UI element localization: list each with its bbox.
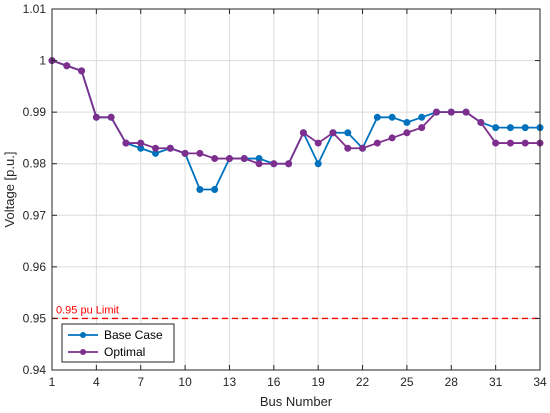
data-point-optimal (92, 113, 100, 121)
y-tick-label: 0.98 (23, 157, 47, 171)
data-point-base-case (196, 186, 204, 193)
data-point-optimal (122, 139, 130, 147)
data-point-optimal (462, 108, 470, 116)
data-point-base-case (373, 113, 381, 121)
data-point-base-case (403, 118, 411, 126)
reference-line-label: 0.95 pu Limit (56, 304, 119, 316)
series-group (48, 57, 544, 193)
data-point-optimal (477, 118, 485, 126)
data-point-optimal (211, 155, 219, 163)
y-axis-label: Voltage [p.u.] (2, 152, 17, 228)
data-point-optimal (432, 108, 440, 116)
series-line-optimal (51, 59, 540, 165)
y-tick-label: 0.97 (23, 208, 47, 222)
ticks: 1 4 7 10 13 16 19 22 25 28 31 34 0.94 0.95 0.96 0.97 0.9… (23, 2, 547, 389)
legend-label-base-case: Base Case (104, 328, 163, 342)
data-point-optimal (388, 134, 396, 142)
data-point-optimal (137, 139, 145, 147)
data-point-optimal (63, 62, 71, 70)
x-tick-label: 13 (223, 375, 237, 389)
data-point-base-case (506, 124, 514, 132)
data-point-base-case (492, 124, 500, 132)
data-point-optimal (166, 144, 174, 152)
data-point-optimal (285, 160, 293, 168)
x-tick-label: 28 (445, 375, 459, 389)
y-tick-label: 0.96 (23, 260, 47, 274)
x-tick-label: 1 (49, 375, 56, 389)
data-point-optimal (506, 139, 514, 147)
data-point-optimal (447, 108, 455, 116)
y-tick-label: 1.01 (23, 2, 47, 16)
data-point-optimal (255, 160, 263, 168)
plot-frame (51, 8, 541, 371)
x-tick-label: 19 (312, 375, 326, 389)
x-tick-label: 4 (93, 375, 100, 389)
data-point-base-case (388, 113, 396, 121)
legend-label-optimal: Optimal (104, 345, 145, 359)
data-point-optimal (225, 155, 233, 163)
data-point-optimal (492, 139, 500, 147)
data-point-optimal (78, 67, 86, 75)
x-axis-label: Bus Number (260, 394, 333, 409)
y-tick-label: 0.95 (23, 311, 47, 325)
data-point-optimal (270, 160, 278, 168)
data-point-optimal (152, 144, 160, 152)
data-point-optimal (359, 144, 367, 152)
x-tick-label: 22 (356, 375, 370, 389)
data-point-optimal (329, 129, 337, 137)
data-point-optimal (344, 144, 352, 152)
data-point-optimal (181, 149, 189, 157)
data-point-optimal (521, 139, 529, 147)
x-tick-label: 34 (533, 375, 547, 389)
x-tick-label: 31 (489, 375, 503, 389)
data-point-optimal (403, 129, 411, 137)
data-point-optimal (107, 113, 115, 121)
data-point-optimal (196, 149, 204, 157)
data-point-optimal (418, 124, 426, 132)
plot-area (52, 9, 540, 370)
data-point-base-case (418, 113, 426, 121)
data-point-base-case (211, 186, 219, 193)
data-point-optimal (314, 139, 322, 147)
data-point-base-case (344, 129, 352, 137)
data-point-optimal (373, 139, 381, 147)
data-point-optimal (240, 155, 248, 163)
x-tick-label: 25 (400, 375, 414, 389)
x-tick-label: 16 (267, 375, 281, 389)
y-tick-label: 1 (39, 54, 46, 68)
legend-box (61, 323, 175, 363)
x-tick-label: 10 (178, 375, 192, 389)
y-tick-label: 0.99 (23, 105, 47, 119)
data-point-base-case (314, 160, 322, 168)
y-tick-label: 0.94 (23, 363, 47, 377)
reference-line-group: 0.95 pu Limit (52, 304, 540, 320)
legend-marker-optimal (80, 349, 86, 355)
legend-marker-base-case (80, 332, 86, 338)
legend: Base Case Optimal (61, 323, 175, 363)
data-point-base-case (521, 124, 529, 132)
data-point-optimal (299, 129, 307, 137)
x-tick-label: 7 (137, 375, 144, 389)
